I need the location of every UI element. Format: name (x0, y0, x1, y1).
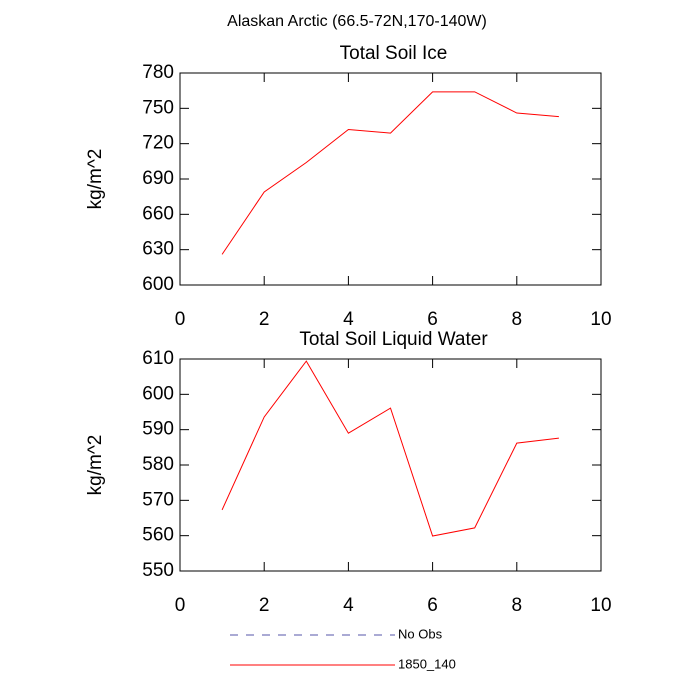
legend-label: No Obs (398, 626, 443, 641)
x-tick-label: 6 (427, 595, 438, 616)
x-tick-label: 0 (175, 309, 186, 330)
panel-title: Total Soil Liquid Water (299, 329, 488, 350)
data-line (221, 360, 559, 537)
y-tick-label: 780 (142, 62, 174, 83)
y-axis-label: kg/m^2 (85, 149, 106, 210)
x-tick-label: 0 (175, 595, 186, 616)
y-tick-label: 560 (142, 525, 174, 546)
y-tick-label: 550 (142, 560, 174, 581)
y-tick-label: 590 (142, 419, 174, 440)
x-tick-label: 10 (590, 309, 611, 330)
x-tick-label: 8 (512, 595, 523, 616)
x-tick-label: 4 (343, 595, 354, 616)
y-tick-label: 610 (142, 348, 174, 369)
x-tick-label: 6 (427, 309, 438, 330)
y-tick-label: 600 (142, 274, 174, 295)
x-tick-label: 2 (259, 309, 270, 330)
y-tick-label: 580 (142, 454, 174, 475)
y-tick-label: 720 (142, 133, 174, 154)
y-tick-label: 630 (142, 239, 174, 260)
y-tick-label: 660 (142, 203, 174, 224)
y-axis-label: kg/m^2 (85, 435, 106, 496)
legend-label: 1850_140 (398, 656, 456, 671)
y-tick-label: 750 (142, 97, 174, 118)
y-tick-label: 600 (142, 383, 174, 404)
data-line (221, 91, 559, 255)
y-tick-label: 690 (142, 168, 174, 189)
x-tick-label: 8 (512, 309, 523, 330)
x-tick-label: 10 (590, 595, 611, 616)
y-tick-label: 570 (142, 489, 174, 510)
figure-title: Alaskan Arctic (66.5-72N,170-140W) (227, 13, 487, 30)
plot-frame (179, 72, 602, 286)
x-tick-label: 2 (259, 595, 270, 616)
plot-frame (179, 358, 602, 572)
x-tick-label: 4 (343, 309, 354, 330)
panel-title: Total Soil Ice (340, 43, 448, 64)
